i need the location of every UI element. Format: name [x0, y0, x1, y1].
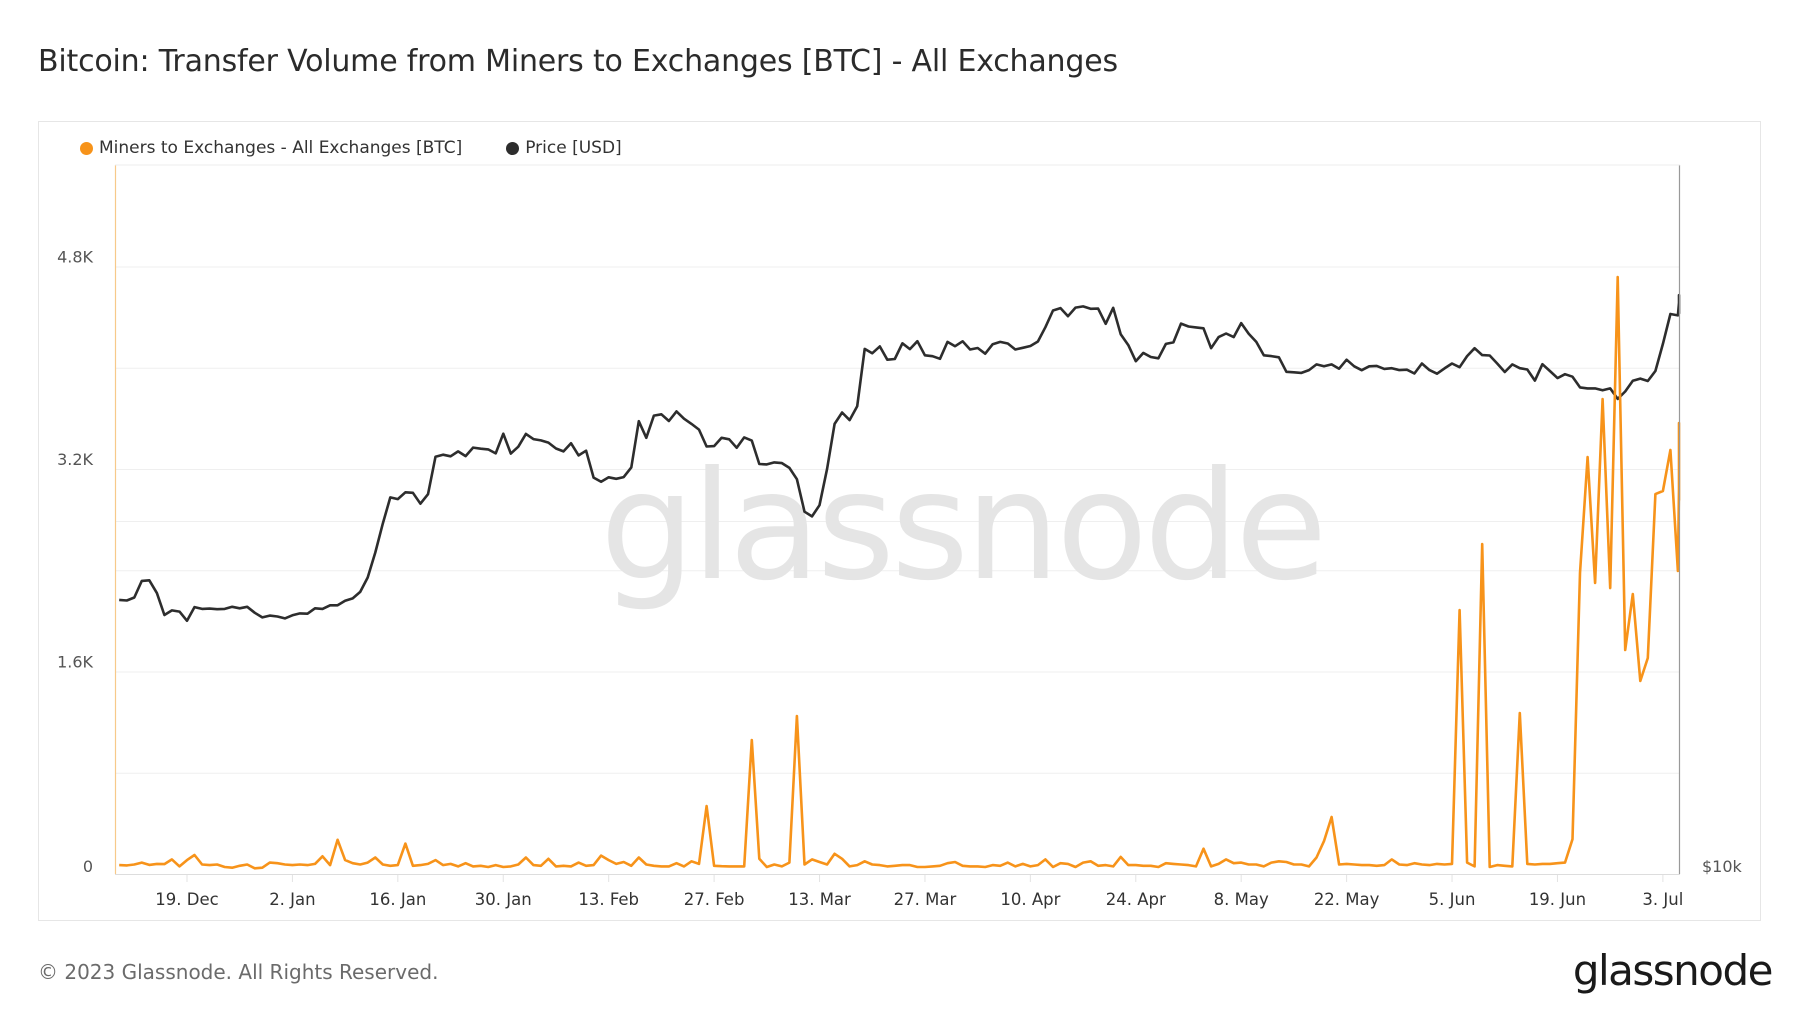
y-axis: 0 1.6K 3.2K 4.8K — [57, 248, 93, 877]
x-tick-label: 16. Jan — [369, 890, 426, 909]
copyright: © 2023 Glassnode. All Rights Reserved. — [38, 960, 439, 984]
x-tick-label: 24. Apr — [1106, 890, 1166, 909]
x-tick-label: 22. May — [1314, 890, 1380, 909]
legend: Miners to Exchanges - All Exchanges [BTC… — [80, 138, 622, 158]
y2-tick-label: $10k — [1702, 857, 1743, 876]
glassnode-logo[interactable]: glassnode — [1572, 946, 1774, 995]
y-tick-label: 1.6K — [57, 653, 93, 672]
chart-title: Bitcoin: Transfer Volume from Miners to … — [38, 44, 1118, 79]
x-axis: 19. Dec 2. Jan 16. Jan 30. Jan 13. Feb 27. Fe… — [155, 874, 1683, 909]
x-tick-label: 27. Feb — [684, 890, 745, 909]
x-tick-label: 2. Jan — [269, 890, 315, 909]
x-tick-label: 19. Dec — [155, 890, 218, 909]
legend-item-miners[interactable]: Miners to Exchanges - All Exchanges [BTC… — [80, 138, 462, 158]
x-tick-label: 13. Feb — [578, 890, 639, 909]
x-tick-label: 5. Jun — [1429, 890, 1476, 909]
y-tick-label: 4.8K — [57, 248, 93, 267]
y-tick-label: 0 — [83, 857, 93, 876]
x-tick-label: 19. Jun — [1529, 890, 1586, 909]
y-tick-label: 3.2K — [57, 450, 93, 469]
miners-line — [119, 275, 1681, 870]
black-dot-icon — [506, 141, 520, 155]
orange-dot-icon — [80, 141, 93, 155]
watermark: glassnode — [600, 440, 1323, 614]
x-tick-label: 13. Mar — [788, 890, 851, 909]
x-tick-label: 10. Apr — [1000, 890, 1060, 909]
x-tick-label: 27. Mar — [894, 890, 957, 909]
legend-label-miners: Miners to Exchanges - All Exchanges [BTC… — [99, 138, 463, 158]
x-tick-label: 30. Jan — [475, 890, 532, 909]
price-line — [119, 293, 1681, 623]
legend-item-price[interactable]: Price [USD] — [506, 138, 622, 158]
x-tick-label: 8. May — [1214, 890, 1269, 909]
legend-label-price: Price [USD] — [525, 138, 622, 158]
x-tick-label: 3. Jul — [1642, 890, 1683, 909]
y2-axis: $10k — [1702, 857, 1743, 876]
